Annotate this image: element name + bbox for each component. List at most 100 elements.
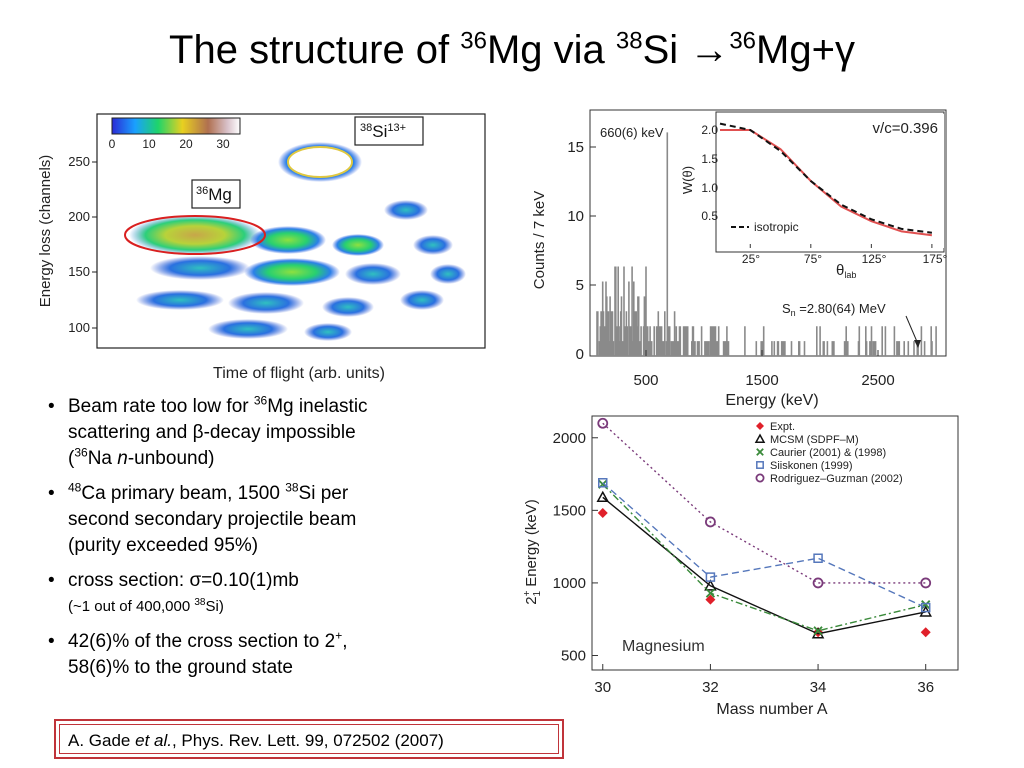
ylabel-2: 2 [523, 596, 540, 604]
ylabel-energy: Energy (keV) [523, 499, 540, 591]
x-tick-label: 34 [810, 679, 827, 696]
blob [304, 323, 352, 341]
inset-bg [720, 114, 944, 248]
spec-ytick: 5 [576, 277, 584, 294]
bullet-dot: • [48, 631, 55, 652]
si-element: Si [372, 122, 387, 141]
spectrum-bins [596, 132, 937, 356]
beta-symbol: β [192, 422, 204, 443]
title-mass-3: 36 [729, 27, 757, 55]
spec-ytick: 15 [567, 139, 584, 156]
blob [250, 226, 326, 254]
vc-label: v/c=0.396 [873, 120, 938, 137]
bullet-line: (36Na n-unbound) [68, 446, 464, 472]
systematics-legend: Expt.MCSM (SDPF–M)Caurier (2001) & (1998… [754, 421, 903, 485]
spectrum-xticks: 500 1500 2500 [633, 372, 894, 389]
bullet-line: scattering and β-decay impossible [68, 420, 464, 446]
inset-ytick: 0.5 [701, 209, 718, 223]
bullet-text: (~1 out of 400,000 [68, 598, 195, 615]
pid-plot: 0 10 20 30 38Si13+ 36Mg 250 200 150 100 … [37, 113, 486, 382]
36mg-gate [124, 215, 266, 255]
pid-xlabel: Time of flight (arb. units) [213, 365, 385, 382]
inset-ylabel: W(θ) [680, 166, 695, 194]
x-tick-label: 30 [594, 679, 611, 696]
pid-ytick: 150 [68, 264, 90, 279]
inset-xtick: 25° [742, 252, 760, 266]
blob [322, 297, 374, 317]
series-line [602, 482, 926, 609]
systematics-frame [591, 415, 959, 671]
data-point [813, 553, 823, 563]
inset-xlabel: θlab [836, 262, 856, 280]
systematics-xlabel: Mass number A [716, 701, 827, 718]
spec-ytick: 10 [567, 208, 584, 225]
reference-text: A. Gade et al., Phys. Rev. Lett. 99, 072… [59, 724, 559, 754]
pid-ytick: 250 [68, 154, 90, 169]
data-point-stroke [921, 600, 931, 610]
data-point-stroke [813, 626, 823, 636]
data-point [920, 627, 931, 638]
bullet-sup: 38 [285, 480, 299, 495]
legend-marker [756, 461, 764, 469]
sn-sub: n [791, 308, 796, 318]
title-mass-2: 38 [615, 27, 643, 55]
spectrum-yticks: 15 10 5 0 [567, 139, 584, 363]
data-point [812, 577, 824, 589]
x-tick-label: 36 [917, 679, 934, 696]
ref-authors: A. Gade [68, 731, 136, 750]
series-line [602, 483, 926, 632]
si-label-box [354, 116, 424, 146]
data-point [596, 490, 610, 503]
pid-ytick: 100 [68, 320, 90, 335]
x-tick-label: 32 [702, 679, 719, 696]
systematics-ylabel: 2+1 Energy (keV) [522, 499, 543, 604]
inset-ytick: 1.0 [701, 181, 718, 195]
bullet-dot: • [48, 396, 55, 417]
bullet-item: • 42(6)% of the cross section to 2+, 58(… [44, 629, 464, 681]
bullet-text: , [342, 631, 348, 652]
blob [384, 200, 428, 220]
spec-xtick: 500 [633, 372, 658, 389]
bullet-text: Ca primary beam, 1500 [81, 483, 286, 504]
title-arrow: → [689, 28, 730, 72]
bullet-text: 42(6)% of the cross section to 2 [68, 631, 336, 652]
blob-36mg [129, 215, 261, 255]
slide-title: The structure of 36Mg via 38Si →36Mg+γ [0, 22, 1024, 78]
bullet-list: • Beam rate too low for 36Mg inelastic s… [44, 394, 464, 690]
inset-xticks: 25° 75° 125° 175° [742, 252, 948, 266]
legend-label: Caurier (2001) & (1998) [770, 447, 886, 459]
y-tick-label: 1000 [553, 575, 586, 592]
sigma-symbol: σ [189, 570, 202, 591]
data-point [921, 600, 931, 610]
bullet-line: (purity exceeded 95%) [68, 535, 259, 556]
bullet-line: 42(6)% of the cross section to 2+, [68, 629, 464, 655]
pid-yticks: 250 200 150 100 [68, 154, 97, 335]
bullet-line: (~1 out of 400,000 38Si) [68, 594, 464, 620]
data-point [705, 516, 716, 528]
bullet-text: =0.10(1)mb [201, 570, 299, 591]
bullet-item: • 48Ca primary beam, 1500 38Si per secon… [44, 481, 464, 559]
systematics-axes: 500 1000 1500 2000 30 32 34 36 [553, 430, 934, 696]
bullet-text: cross section: [68, 570, 190, 591]
data-point [704, 579, 717, 591]
blob-38si [287, 146, 353, 178]
data-point [597, 507, 608, 518]
blob [400, 290, 444, 310]
inset-ytick: 1.5 [701, 152, 718, 166]
data-point [705, 588, 716, 598]
reference-box: A. Gade et al., Phys. Rev. Lett. 99, 072… [54, 719, 564, 759]
colorbar-tick: 30 [216, 137, 230, 151]
bullet-text: Si per [298, 483, 349, 504]
blob [150, 256, 250, 280]
y-tick-label: 2000 [553, 430, 586, 447]
bullet-text: Mg inelastic [267, 396, 368, 417]
mg-mass: 36 [196, 185, 208, 197]
mg-label-box [191, 179, 241, 209]
data-point [920, 577, 932, 589]
inset-theta: θ [836, 262, 844, 279]
mg-label: 36Mg [196, 185, 232, 204]
pid-ylabel: Energy loss (channels) [37, 155, 54, 308]
spec-xtick: 2500 [861, 372, 894, 389]
systematics-plot: 500 1000 1500 2000 30 32 34 36 Expt.MCSM (SDPF–… [522, 415, 959, 718]
title-el-3: Mg+ [756, 28, 835, 72]
